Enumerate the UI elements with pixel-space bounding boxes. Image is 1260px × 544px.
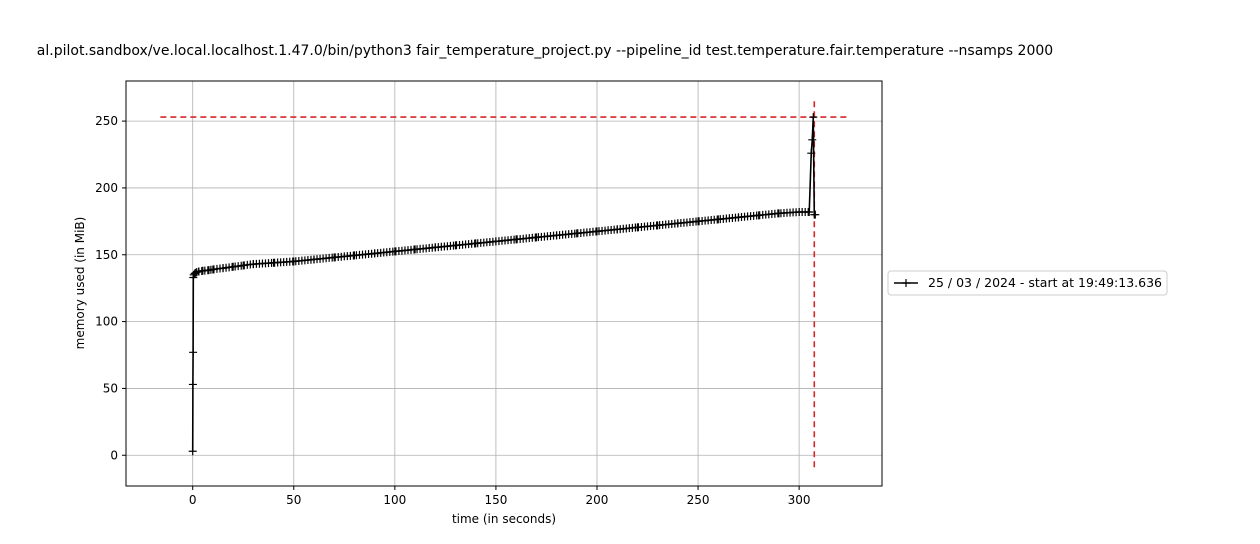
data-point-marker xyxy=(192,268,201,277)
x-tick-label: 0 xyxy=(189,493,197,507)
chart-title: al.pilot.sandbox/ve.local.localhost.1.47… xyxy=(37,43,1053,59)
legend: 25 / 03 / 2024 - start at 19:49:13.636 xyxy=(887,270,1168,296)
x-axis-ticks: 0 50 100 150 200 250 300 xyxy=(189,486,811,507)
y-axis-ticks: 0 50 100 150 200 250 xyxy=(95,114,126,462)
data-point-marker xyxy=(188,380,197,389)
y-tick-label: 100 xyxy=(95,315,118,329)
y-tick-label: 0 xyxy=(110,448,118,462)
x-axis-label: time (in seconds) xyxy=(452,512,556,526)
data-point-marker xyxy=(807,149,816,158)
x-tick-label: 300 xyxy=(788,493,811,507)
legend-label: 25 / 03 / 2024 - start at 19:49:13.636 xyxy=(928,275,1162,290)
grid-lines xyxy=(126,81,882,486)
legend-marker-plus xyxy=(902,279,910,287)
x-tick-label: 100 xyxy=(383,493,406,507)
plot-frame xyxy=(125,80,883,487)
reference-lines xyxy=(160,99,848,468)
data-series xyxy=(188,113,820,456)
y-tick-label: 150 xyxy=(95,248,118,262)
x-tick-label: 250 xyxy=(687,493,710,507)
legend-frame xyxy=(887,270,1168,296)
memory-series-line xyxy=(191,117,816,452)
y-tick-label: 200 xyxy=(95,181,118,195)
data-point-marker xyxy=(809,113,818,122)
x-tick-label: 200 xyxy=(586,493,609,507)
y-tick-label: 250 xyxy=(95,114,118,128)
y-tick-label: 50 xyxy=(103,381,118,395)
data-point-marker xyxy=(811,210,820,219)
x-tick-label: 150 xyxy=(484,493,507,507)
data-point-marker xyxy=(190,269,199,278)
sample-marker xyxy=(804,207,813,216)
data-point-marker xyxy=(808,135,817,144)
data-point-marker xyxy=(189,348,198,357)
data-point-marker xyxy=(188,447,197,456)
y-axis-label: memory used (in MiB) xyxy=(73,217,87,350)
x-tick-label: 50 xyxy=(286,493,301,507)
